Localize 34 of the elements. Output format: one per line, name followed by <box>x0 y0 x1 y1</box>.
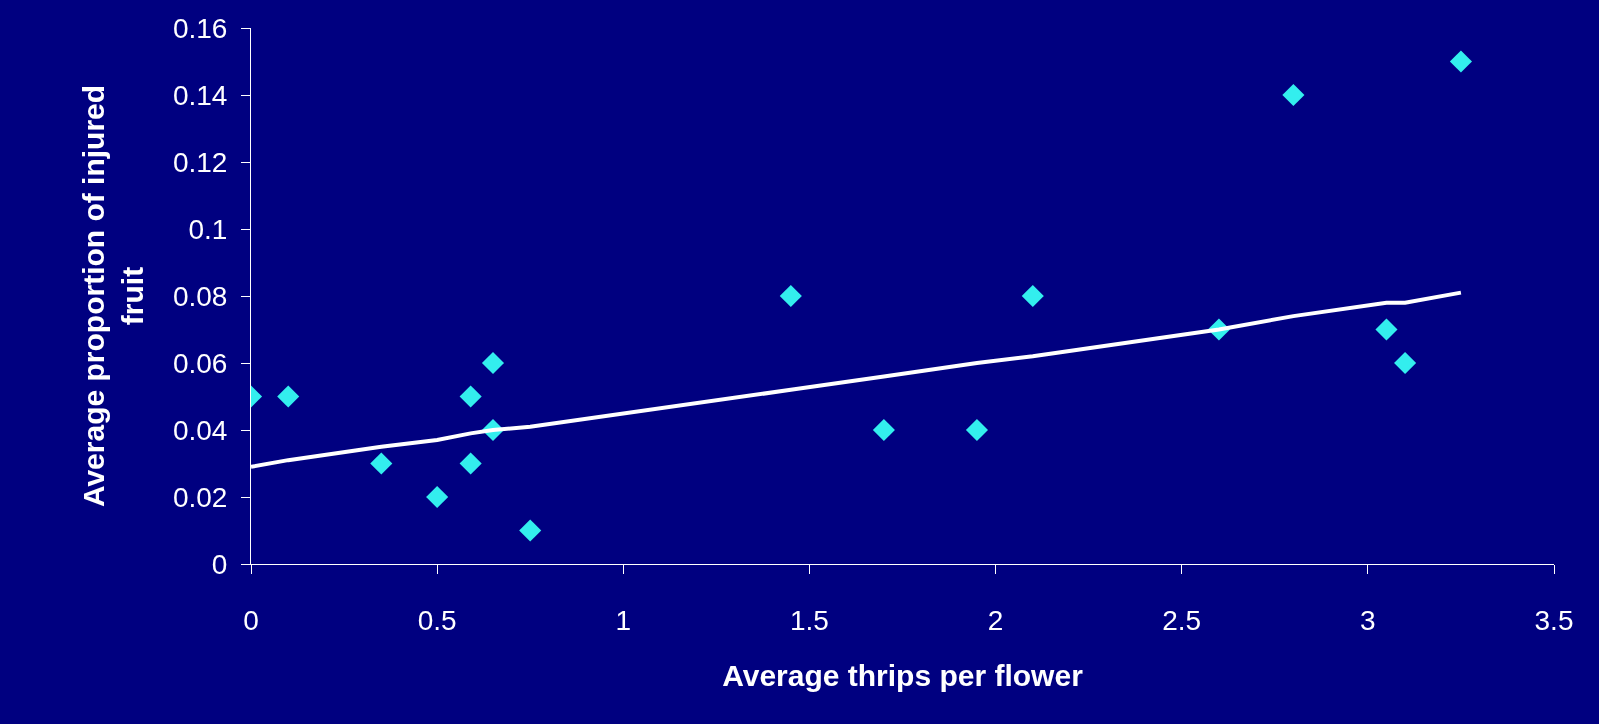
x-tick-label: 0.5 <box>417 604 457 636</box>
y-tick-label: 0.12 <box>172 146 228 178</box>
point <box>1394 351 1417 375</box>
point <box>426 485 449 509</box>
point <box>872 418 895 442</box>
y-tick-label: 0.04 <box>172 414 228 446</box>
point <box>277 385 300 408</box>
point <box>481 351 505 375</box>
x-tick-label: 2 <box>987 604 1004 636</box>
x-tick-label: 3.5 <box>1534 604 1574 636</box>
x-tick-label: 1 <box>615 604 632 636</box>
y-tick-label: 0.14 <box>172 79 228 111</box>
x-tick-label: 2.5 <box>1162 604 1202 636</box>
point <box>1282 83 1305 107</box>
point <box>779 284 802 308</box>
y-tick-label: 0.08 <box>172 280 228 312</box>
y-tick-label: 0.02 <box>172 481 228 513</box>
x-tick-label: 3 <box>1360 604 1376 636</box>
x-tick-label: 0 <box>243 604 259 636</box>
point <box>1375 318 1398 341</box>
point <box>519 519 542 542</box>
point <box>1449 50 1472 73</box>
y-axis-title: Average proportion of injured fruit <box>76 84 149 508</box>
point <box>459 385 482 408</box>
y-tick-label: 0.1 <box>188 213 228 245</box>
point <box>1021 284 1044 308</box>
point <box>459 452 482 475</box>
point <box>370 452 393 475</box>
y-tick-label: 0 <box>211 548 228 580</box>
y-tick-label: 0.06 <box>172 347 228 379</box>
y-tick-label: 0.16 <box>172 12 228 44</box>
x-axis-title: Average thrips per flower <box>722 659 1084 693</box>
point <box>965 418 989 442</box>
x-tick-label: 1.5 <box>789 604 829 636</box>
